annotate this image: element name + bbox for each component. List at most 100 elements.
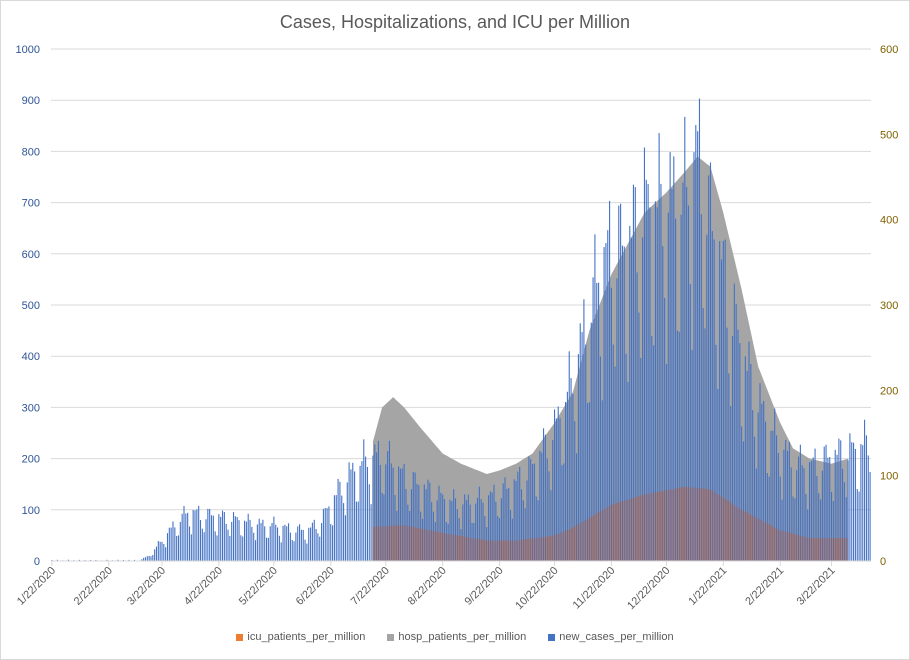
y-tick-label-left: 900	[22, 95, 40, 107]
bar-new-cases	[177, 535, 180, 561]
y-tick-label-right: 500	[880, 129, 898, 141]
bar-new-cases	[774, 408, 776, 561]
bar-new-cases	[656, 207, 658, 561]
bar-new-cases	[684, 116, 686, 561]
bar-new-cases	[245, 521, 247, 561]
bar-new-cases	[552, 440, 554, 561]
bar-new-cases	[315, 528, 317, 561]
bar-new-cases	[387, 451, 389, 561]
bar-new-cases	[363, 439, 365, 561]
bar-new-cases	[498, 518, 501, 561]
bar-new-cases	[379, 464, 381, 561]
bar-new-cases	[858, 491, 860, 561]
bar-new-cases	[212, 515, 214, 561]
bar-new-cases	[390, 463, 392, 561]
bar-new-cases	[420, 511, 422, 561]
bar-new-cases	[453, 489, 455, 561]
bar-new-cases	[834, 449, 836, 561]
bar-new-cases	[321, 523, 323, 561]
x-tick-label: 4/22/2020	[182, 565, 225, 608]
bar-new-cases	[845, 497, 847, 561]
bar-new-cases	[697, 131, 699, 562]
bar-new-cases	[185, 513, 187, 561]
bar-new-cases	[522, 500, 524, 561]
bar-new-cases	[174, 527, 176, 561]
bar-new-cases	[755, 468, 757, 561]
bar-new-cases	[539, 450, 541, 561]
bar-new-cases	[761, 403, 763, 561]
bar-new-cases	[330, 524, 332, 561]
bar-new-cases	[431, 502, 433, 561]
y-tick-label-left: 500	[22, 300, 40, 312]
bar-new-cases	[354, 471, 356, 561]
bar-new-cases	[267, 537, 269, 561]
bar-new-cases	[166, 533, 169, 561]
bar-new-cases	[198, 505, 200, 561]
bar-new-cases	[447, 523, 449, 561]
bar-new-cases	[172, 521, 174, 561]
bar-new-cases	[768, 476, 770, 561]
bar-new-cases	[243, 520, 246, 561]
bar-new-cases	[223, 512, 225, 561]
bar-new-cases	[254, 540, 257, 561]
bar-new-cases	[355, 501, 357, 561]
bar-new-cases	[332, 525, 334, 561]
bar-new-cases	[249, 519, 251, 561]
bar-new-cases	[753, 436, 756, 561]
bar-new-cases	[154, 549, 156, 561]
bar-new-cases	[524, 508, 526, 561]
bar-new-cases	[335, 495, 337, 561]
bar-new-cases	[203, 532, 205, 561]
bar-new-cases	[634, 187, 636, 561]
bar-new-cases	[581, 332, 583, 561]
bar-new-cases	[78, 559, 80, 561]
bar-new-cases	[609, 200, 611, 561]
bar-new-cases	[642, 237, 644, 561]
bar-new-cases	[757, 412, 759, 561]
bar-new-cases	[770, 430, 772, 561]
bar-new-cases	[744, 356, 746, 561]
bar-new-cases	[319, 536, 321, 561]
bar-new-cases	[794, 498, 796, 561]
bar-new-cases	[242, 536, 244, 561]
y-tick-label-left: 400	[22, 351, 40, 363]
y-tick-label-left: 700	[22, 198, 40, 210]
x-tick-label: 3/22/2021	[795, 565, 838, 608]
bar-new-cases	[730, 406, 732, 561]
bar-new-cases	[240, 535, 242, 561]
legend-item: new_cases_per_million	[548, 631, 674, 643]
bar-new-cases	[808, 462, 811, 561]
bar-new-cases	[370, 504, 372, 561]
bar-new-cases	[440, 492, 442, 561]
bar-new-cases	[478, 486, 480, 561]
bar-new-cases	[265, 537, 268, 561]
bar-new-cases	[550, 490, 552, 561]
y-tick-label-left: 100	[22, 505, 40, 517]
bar-new-cases	[854, 448, 856, 561]
bar-new-cases	[555, 418, 557, 561]
bar-new-cases	[519, 466, 521, 561]
bar-new-cases	[392, 467, 394, 561]
bar-new-cases	[823, 446, 825, 561]
bar-new-cases	[467, 494, 469, 561]
bar-new-cases	[192, 509, 194, 561]
legend-swatch	[236, 633, 244, 641]
bar-new-cases	[421, 518, 424, 561]
bar-new-cases	[399, 468, 402, 561]
bar-new-cases	[658, 133, 660, 561]
bar-new-cases	[847, 460, 849, 561]
x-tick-label: 9/22/2020	[463, 565, 506, 608]
bar-new-cases	[366, 466, 368, 561]
legend-label: hosp_patients_per_million	[398, 631, 527, 643]
y-tick-label-left: 1000	[16, 44, 40, 56]
bar-new-cases	[565, 401, 567, 561]
y-tick-label-left: 200	[22, 454, 40, 466]
bar-new-cases	[201, 528, 203, 561]
bar-new-cases	[436, 500, 438, 561]
bar-new-cases	[260, 523, 262, 561]
bar-new-cases	[649, 207, 651, 561]
bar-new-cases	[350, 469, 352, 561]
bar-new-cases	[372, 455, 374, 561]
bar-new-cases	[464, 494, 466, 561]
bar-new-cases	[653, 345, 655, 561]
